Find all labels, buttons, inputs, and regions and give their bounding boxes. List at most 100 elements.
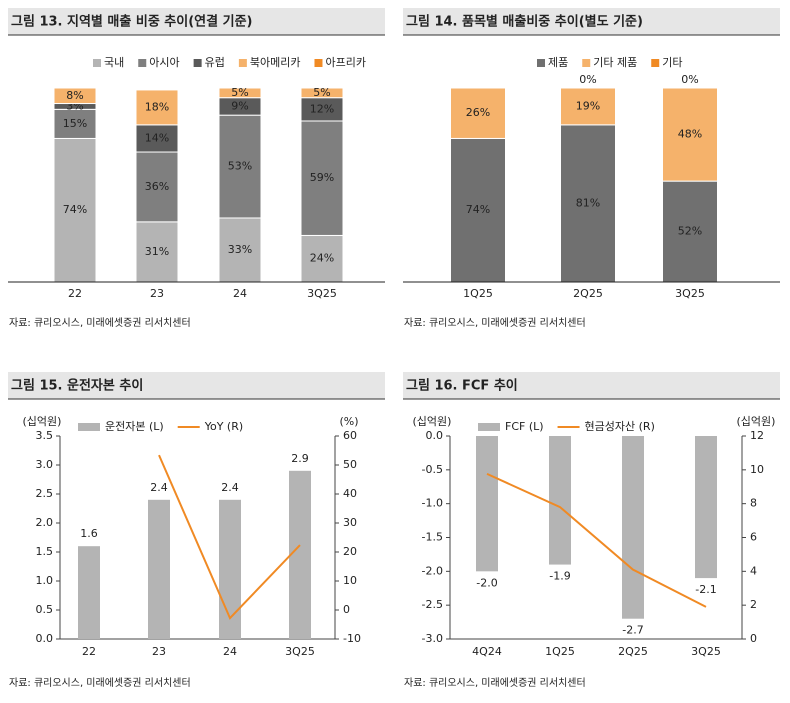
bar-segment <box>53 108 97 139</box>
y-tick-label: 2.0 <box>36 516 54 529</box>
x-tick-label: 24 <box>233 287 247 300</box>
title-bar <box>403 372 780 399</box>
data-label: 26% <box>466 106 490 119</box>
bar-segment <box>135 89 179 126</box>
legend-label: 기타 <box>662 56 682 69</box>
y2-tick-label: 20 <box>343 545 357 558</box>
legend-swatch <box>478 423 500 431</box>
x-tick-label: 3Q25 <box>285 645 315 658</box>
x-tick-label: 24 <box>223 645 237 658</box>
data-label: 74% <box>63 203 87 216</box>
data-label: 24% <box>310 252 334 265</box>
source-note: 자료: 큐리오시스, 미래에셋증권 리서치센터 <box>9 677 191 689</box>
y2-tick-label: 60 <box>343 429 357 442</box>
bar-segment <box>662 87 718 182</box>
x-tick-label: 4Q24 <box>472 645 502 658</box>
bar-segment <box>135 124 179 153</box>
data-label: 33% <box>228 243 252 256</box>
data-label: -2.0 <box>476 576 497 589</box>
data-label: 1.6 <box>80 527 98 540</box>
y2-tick-label: -10 <box>343 632 361 645</box>
data-label: -1.9 <box>549 570 570 583</box>
y2-tick-label: 0 <box>750 632 757 645</box>
bar-segment <box>662 180 718 283</box>
legend-swatch <box>78 423 100 431</box>
legend-label: 현금성자산 (R) <box>585 420 655 433</box>
source-note: 자료: 큐리오시스, 미래에셋증권 리서치센터 <box>9 317 191 329</box>
bar-segment <box>300 120 344 236</box>
bar <box>78 546 100 639</box>
bar <box>289 470 311 639</box>
x-tick-label: 23 <box>150 287 164 300</box>
data-label: 18% <box>145 100 169 113</box>
data-label: 36% <box>145 180 169 193</box>
x-tick-label: 3Q25 <box>307 287 337 300</box>
legend-label: 제품 <box>548 56 568 69</box>
bar-segment <box>218 87 262 99</box>
data-label: 19% <box>576 99 600 112</box>
legend-swatch <box>537 59 545 67</box>
y-tick-label: 1.5 <box>36 545 54 558</box>
y-tick-label: 0.0 <box>36 632 54 645</box>
data-label: 0% <box>579 73 596 86</box>
legend-label: 아프리카 <box>325 56 365 69</box>
legend-label: FCF (L) <box>505 420 544 433</box>
legend-label: 아시아 <box>149 56 179 69</box>
x-tick-label: 1Q25 <box>545 645 575 658</box>
legend-label: 유럽 <box>205 55 225 69</box>
y2-tick-label: 10 <box>343 574 357 587</box>
legend-swatch <box>238 59 247 67</box>
chart-title: 그림 15. 운전자본 추이 <box>11 378 143 394</box>
y-tick-label: -2.0 <box>422 564 443 577</box>
y-tick-label: 2.5 <box>36 487 54 500</box>
y-axis-title: (십억원) <box>413 415 452 428</box>
data-label: 59% <box>310 171 334 184</box>
bar-segment <box>560 124 616 283</box>
y2-tick-label: 30 <box>343 516 357 529</box>
bar-segment <box>560 87 616 126</box>
y-tick-label: 0.5 <box>36 603 54 616</box>
y-tick-label: -0.5 <box>422 463 443 476</box>
y2-tick-label: 10 <box>750 463 764 476</box>
y-tick-label: 0.0 <box>426 429 444 442</box>
y-axis-title: (십억원) <box>23 415 62 428</box>
x-tick-label: 23 <box>152 645 166 658</box>
bar-segment <box>218 217 262 283</box>
source-note: 자료: 큐리오시스, 미래에셋증권 리서치센터 <box>404 317 586 329</box>
legend-swatch <box>651 59 660 67</box>
chart-title: 그림 14. 품목별 매출비중 추이(별도 기준) <box>406 14 643 30</box>
legend-swatch <box>582 59 591 67</box>
y2-tick-label: 0 <box>343 603 350 616</box>
data-label: 5% <box>231 86 248 99</box>
y2-tick-label: 50 <box>343 458 357 471</box>
data-label: 2.9 <box>291 452 309 465</box>
data-label: 2.4 <box>221 481 239 494</box>
data-label: 74% <box>466 203 490 216</box>
bar <box>549 436 571 565</box>
bar <box>148 499 170 639</box>
data-label: -2.1 <box>695 583 716 596</box>
legend-swatch <box>93 59 101 67</box>
title-bar <box>8 372 385 399</box>
data-label: -2.7 <box>622 624 643 637</box>
data-label: 0% <box>681 73 698 86</box>
legend-label: 기타 제품 <box>593 56 637 69</box>
y-tick-label: -1.0 <box>422 497 443 510</box>
x-tick-label: 2Q25 <box>573 287 603 300</box>
chart-title: 그림 16. FCF 추이 <box>406 378 518 394</box>
y-tick-label: -2.5 <box>422 598 443 611</box>
bar-segment <box>135 151 179 223</box>
data-label: 14% <box>145 131 169 144</box>
data-label: 8% <box>66 89 83 102</box>
x-tick-label: 2Q25 <box>618 645 648 658</box>
bar-segment <box>53 87 97 105</box>
data-label: 5% <box>313 86 330 99</box>
y-tick-label: -3.0 <box>422 632 443 645</box>
y-tick-label: 1.0 <box>36 574 54 587</box>
bar-segment <box>300 87 344 99</box>
data-label: 9% <box>231 99 248 112</box>
data-label: 2.4 <box>150 481 168 494</box>
bar-segment <box>450 87 506 139</box>
y2-tick-label: 40 <box>343 487 357 500</box>
